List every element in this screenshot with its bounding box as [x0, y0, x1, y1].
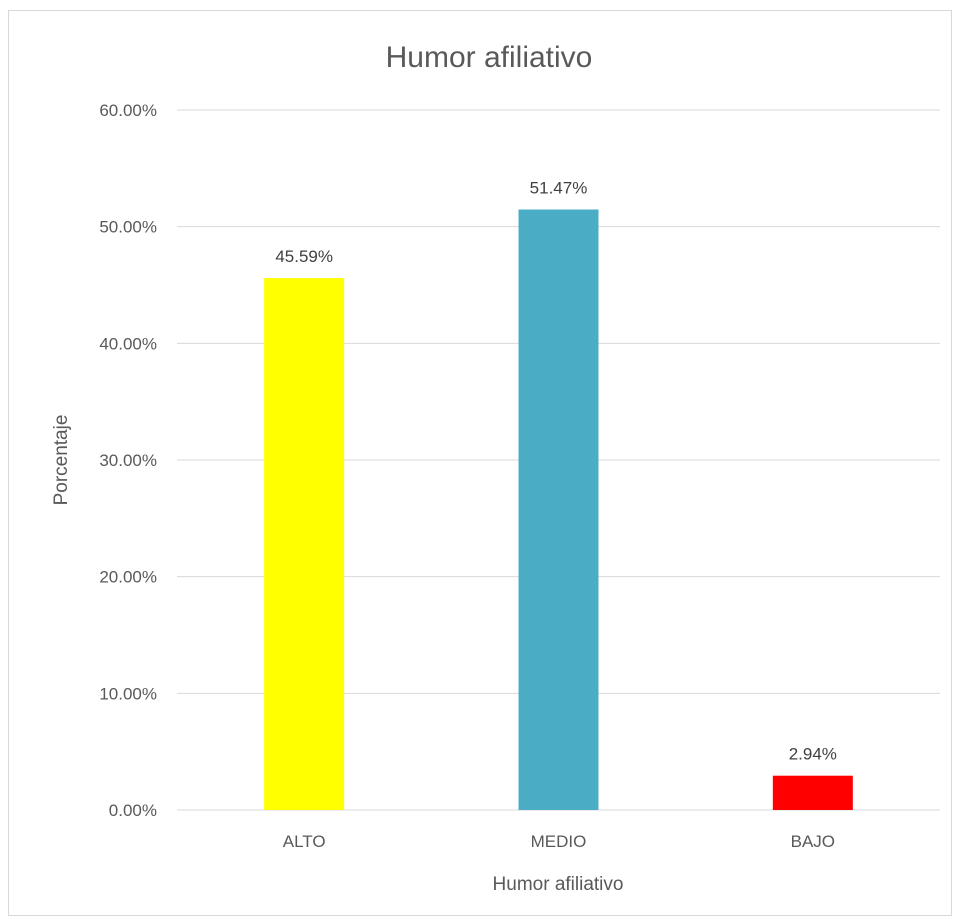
data-labels: 45.59% 51.47% 2.94% — [275, 179, 837, 764]
y-tick-label: 30.00% — [99, 451, 157, 470]
x-category-label: MEDIO — [531, 832, 587, 851]
y-tick-label: 0.00% — [109, 801, 157, 820]
y-tick-label: 10.00% — [99, 684, 157, 703]
y-tick-label: 50.00% — [99, 218, 157, 237]
data-label: 51.47% — [530, 179, 588, 198]
bar-medio — [518, 209, 599, 810]
chart-frame — [8, 10, 952, 916]
bars — [264, 209, 853, 810]
x-axis-categories: ALTO MEDIO BAJO — [283, 832, 835, 851]
y-tick-label: 20.00% — [99, 568, 157, 587]
data-label: 2.94% — [789, 745, 837, 764]
y-axis-ticks: 0.00% 10.00% 20.00% 30.00% 40.00% 50.00% 60.00… — [99, 101, 157, 820]
x-category-label: BAJO — [791, 832, 835, 851]
y-tick-label: 40.00% — [99, 334, 157, 353]
chart-title: Humor afiliativo — [386, 41, 593, 74]
bar-alto — [264, 278, 345, 810]
x-category-label: ALTO — [283, 832, 326, 851]
bar-bajo — [772, 775, 853, 810]
y-tick-label: 60.00% — [99, 101, 157, 120]
x-axis-title: Humor afiliativo — [493, 874, 624, 895]
data-label: 45.59% — [275, 247, 333, 266]
y-axis-title: Porcentaje — [51, 415, 72, 506]
